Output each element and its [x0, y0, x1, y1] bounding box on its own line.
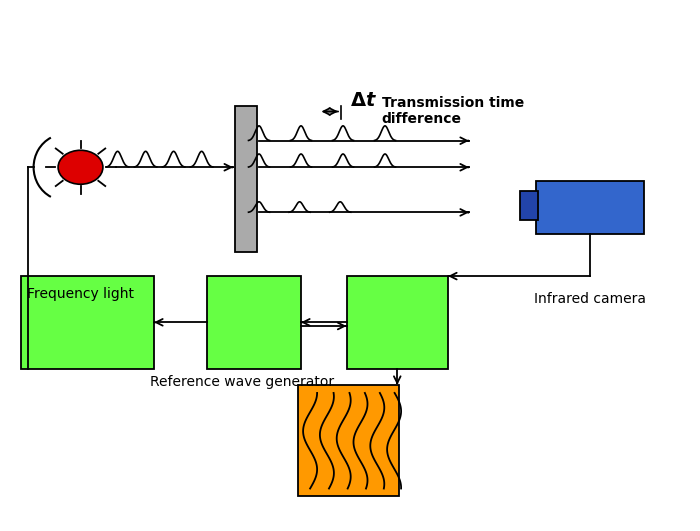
Text: $\boldsymbol{\Delta t}$: $\boldsymbol{\Delta t}$ — [350, 91, 377, 110]
FancyBboxPatch shape — [298, 385, 399, 496]
FancyBboxPatch shape — [206, 276, 301, 369]
Text: Reference wave generator: Reference wave generator — [150, 375, 335, 389]
FancyBboxPatch shape — [536, 181, 644, 234]
Circle shape — [58, 150, 103, 184]
Text: Frequency light: Frequency light — [27, 287, 134, 301]
Text: Transmission time
difference: Transmission time difference — [382, 96, 524, 126]
FancyBboxPatch shape — [21, 276, 154, 369]
FancyBboxPatch shape — [520, 191, 538, 220]
Text: Infrared camera: Infrared camera — [534, 292, 646, 306]
FancyBboxPatch shape — [346, 276, 448, 369]
FancyBboxPatch shape — [234, 106, 257, 252]
